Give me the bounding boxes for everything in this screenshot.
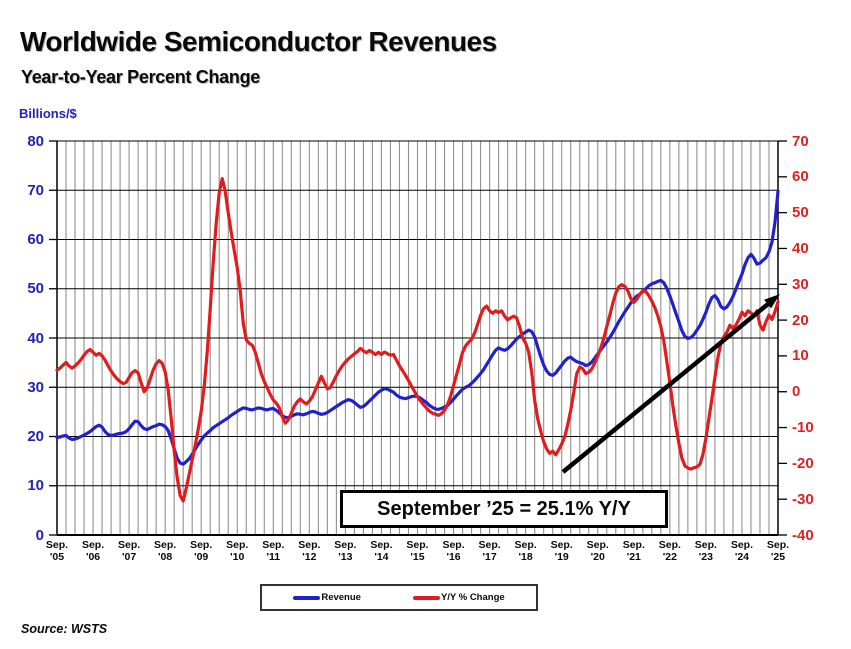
right-axis-tick-label: 60 <box>792 168 809 186</box>
x-axis-tick-label: Sep. '19 <box>550 539 573 563</box>
x-axis-tick-label: Sep. '14 <box>370 539 393 563</box>
right-axis-tick-label: 40 <box>792 239 809 257</box>
right-axis-tick-label: 10 <box>792 347 809 365</box>
x-axis-tick-label: Sep. '16 <box>442 539 465 563</box>
legend-swatch <box>293 595 321 600</box>
right-axis-tick-label: 30 <box>792 275 809 293</box>
x-axis-tick-label: Sep. '06 <box>81 539 105 563</box>
legend: Revenue Y/Y % Change <box>260 584 538 611</box>
x-axis-tick-label: Sep. '20 <box>586 539 609 563</box>
x-axis-tick-label: Sep. '13 <box>334 539 357 563</box>
right-axis-tick-label: -10 <box>792 419 814 437</box>
legend-label: Y/Y % Change <box>440 592 505 603</box>
legend-swatch <box>412 595 440 600</box>
left-axis-unit-label: Billions/$ <box>19 106 77 121</box>
left-axis-tick-label: 80 <box>27 132 44 150</box>
source-label: Source: WSTS <box>21 622 108 636</box>
left-axis-tick-label: 60 <box>27 231 44 248</box>
legend-item: Revenue <box>293 592 361 603</box>
x-axis-tick-label: Sep. '21 <box>622 539 645 563</box>
x-axis-tick-label: Sep. '12 <box>298 539 321 563</box>
page-title: Worldwide Semiconductor Revenues <box>20 26 497 57</box>
x-axis-tick-label: Sep. '18 <box>514 539 537 563</box>
x-axis-tick-label: Sep. '25 <box>766 539 790 563</box>
right-axis-tick-label: -30 <box>792 490 814 508</box>
annotation-text: September ’25 = 25.1% Y/Y <box>377 497 631 520</box>
x-axis-tick-label: Sep. '09 <box>190 539 213 563</box>
left-axis-tick-label: 10 <box>27 477 44 495</box>
x-axis-tick-label: Sep. '10 <box>226 539 249 563</box>
left-axis-tick-label: 20 <box>27 428 44 445</box>
left-axis-tick-label: 70 <box>27 181 44 199</box>
left-axis-tick-label: 30 <box>27 378 44 396</box>
legend-item: Y/Y % Change <box>412 592 505 603</box>
annotation-arrowhead <box>764 294 780 309</box>
x-axis-tick-label: Sep. '11 <box>262 539 285 563</box>
x-axis-tick-label: Sep. '08 <box>154 539 177 563</box>
x-axis-tick-label: Sep. '17 <box>478 539 501 563</box>
left-axis-tick-label: 50 <box>27 280 44 298</box>
x-axis-tick-label: Sep. '24 <box>730 539 754 563</box>
x-axis-tick-label: Sep. '22 <box>658 539 681 563</box>
right-axis-tick-label: 70 <box>792 132 809 150</box>
x-axis-tick-label: Sep. '07 <box>118 539 141 563</box>
x-axis-tick-label: Sep. '15 <box>406 539 429 563</box>
x-axis-tick-label: Sep. '23 <box>694 539 717 563</box>
right-axis-tick-label: -20 <box>792 454 814 472</box>
legend-label: Revenue <box>321 592 361 603</box>
right-axis-tick-label: 50 <box>792 204 809 222</box>
right-axis-tick-label: 0 <box>792 383 801 401</box>
left-axis-tick-label: 40 <box>27 329 44 347</box>
yoy-line <box>55 177 780 503</box>
annotation-arrow <box>561 302 770 474</box>
left-axis-tick-label: 0 <box>35 526 44 544</box>
page-subtitle: Year-to-Year Percent Change <box>21 67 260 87</box>
right-axis-tick-label: -40 <box>792 526 814 544</box>
right-axis-tick-label: 20 <box>792 311 809 329</box>
annotation-box: September ’25 = 25.1% Y/Y <box>340 490 668 528</box>
x-axis-tick-label: Sep. '05 <box>45 539 69 563</box>
